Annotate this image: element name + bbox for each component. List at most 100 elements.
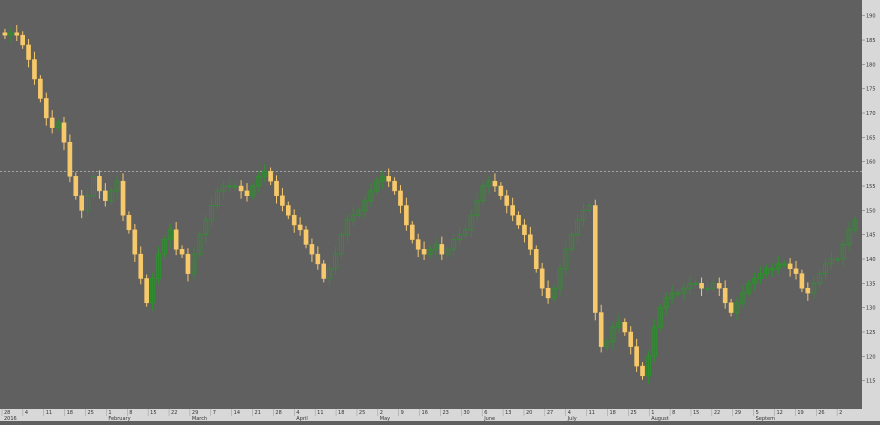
candle [722, 280, 728, 309]
x-month-label: 2016 [4, 416, 17, 421]
x-tick-label: 22 [171, 410, 177, 416]
x-tick-label: 6 [484, 410, 487, 416]
candle [291, 209, 297, 233]
candle [640, 362, 645, 380]
candle [592, 199, 598, 321]
candle [209, 197, 215, 226]
y-tick: 115 [862, 379, 876, 385]
candle-body-down [2, 32, 8, 36]
candle-body-up [362, 200, 368, 211]
candle [575, 214, 581, 243]
candle-body-down [238, 185, 244, 192]
candle-body-up [214, 190, 221, 206]
x-tick: 9 [398, 409, 404, 416]
candle-body-up [746, 282, 752, 294]
candle [569, 230, 575, 254]
candle-body-up [657, 307, 663, 328]
candle [746, 279, 752, 297]
x-tick-label: 29 [735, 410, 741, 416]
candle-body-down [79, 195, 85, 211]
candle-body-down [404, 205, 409, 226]
candle-body-up [149, 277, 156, 304]
x-month-label: Septem [756, 416, 775, 421]
y-tick: 150 [862, 208, 876, 214]
candle [321, 259, 327, 283]
candle [79, 189, 85, 219]
candle-body-up [557, 268, 563, 289]
candle [327, 262, 333, 287]
candle [197, 230, 203, 259]
candle [268, 167, 273, 186]
x-tick-label: 7 [213, 410, 216, 416]
candle [238, 180, 244, 199]
y-tick: 175 [862, 87, 876, 93]
x-tick-label: 11 [589, 410, 595, 416]
candle [728, 298, 734, 317]
candle [734, 296, 740, 321]
candle [716, 277, 722, 297]
candle-body-down [510, 205, 515, 216]
candle-body-up [380, 175, 386, 182]
x-tick-label: 14 [234, 410, 240, 416]
candle-body-down [185, 253, 191, 274]
candle [67, 134, 73, 183]
candle [758, 265, 764, 285]
candle [693, 279, 699, 288]
candle [120, 173, 126, 222]
candle-body-up [811, 282, 817, 294]
candle-body-up [480, 185, 486, 202]
candle-body-down [533, 249, 539, 270]
candle-body-up [256, 175, 262, 187]
y-tick-label: 165 [866, 135, 876, 141]
y-axis: 115 120 125 130 135 140 145 150 155 160 165 170 175 1… [862, 14, 876, 385]
candle-body-up [220, 185, 226, 192]
y-tick-label: 185 [866, 38, 876, 44]
x-tick-label: 8 [129, 410, 132, 416]
candle [97, 170, 102, 199]
candle-body-down [297, 224, 303, 231]
candle [462, 225, 468, 239]
candle [415, 233, 421, 258]
x-tick-label: 12 [776, 410, 782, 416]
candle [752, 272, 758, 292]
candle [528, 226, 533, 256]
candle-body-up [852, 219, 858, 231]
y-tick-label: 130 [866, 306, 876, 312]
candle-body-down [20, 34, 25, 46]
candle-body-up [575, 219, 581, 236]
candle [799, 269, 805, 293]
x-tick-label: 16 [422, 410, 428, 416]
candle-body-down [173, 229, 179, 250]
x-tick: 20 [523, 409, 532, 416]
candle [161, 235, 167, 259]
plot-background [0, 0, 862, 409]
x-tick: 22 [711, 409, 720, 416]
candle-body-up [167, 229, 173, 241]
y-tick-label: 140 [866, 257, 876, 263]
candle [539, 262, 545, 297]
x-tick-label: 4 [296, 410, 299, 416]
candle [516, 211, 521, 229]
y-tick-label: 135 [866, 281, 876, 287]
x-tick-label: 30 [463, 410, 469, 416]
candle-body-up [85, 195, 91, 211]
candle-body-down [61, 122, 67, 143]
candle [811, 275, 817, 299]
x-tick: 15 [147, 409, 157, 416]
candle [49, 110, 55, 134]
candle-body-up [775, 263, 781, 270]
candle-body-up [604, 341, 610, 348]
candle [404, 197, 409, 231]
candle [522, 219, 527, 243]
candle-body-down [392, 180, 397, 192]
candle-body-down [398, 190, 403, 206]
y-tick: 135 [862, 281, 876, 287]
candle-body-down [268, 171, 273, 182]
candle [675, 289, 681, 297]
candle [114, 175, 120, 199]
candle [456, 226, 463, 246]
candle [179, 245, 185, 259]
candle [14, 24, 20, 42]
candle-body-down [504, 195, 510, 206]
candle [356, 206, 362, 220]
